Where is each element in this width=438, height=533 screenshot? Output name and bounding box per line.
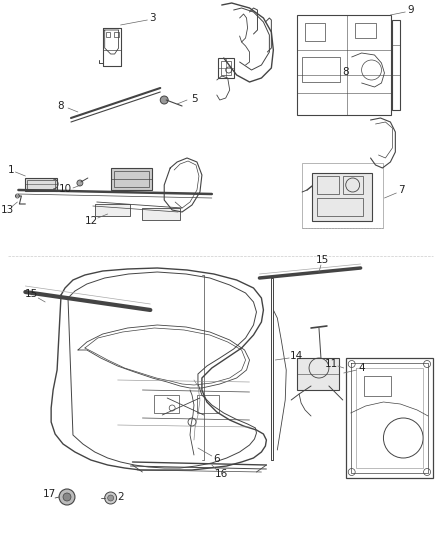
Text: 2: 2: [117, 492, 124, 502]
Bar: [221, 61, 231, 75]
Bar: [218, 58, 233, 78]
Circle shape: [160, 96, 168, 104]
Text: 8: 8: [58, 101, 64, 111]
Bar: [305, 23, 325, 41]
Text: 12: 12: [85, 216, 99, 226]
Circle shape: [77, 180, 83, 186]
Circle shape: [108, 495, 113, 501]
Text: 11: 11: [325, 359, 339, 369]
Circle shape: [105, 492, 117, 504]
Bar: [346, 358, 433, 478]
Circle shape: [63, 493, 71, 501]
Circle shape: [59, 489, 75, 505]
Text: 3: 3: [149, 13, 155, 23]
Text: 16: 16: [215, 469, 228, 479]
Bar: [392, 20, 400, 110]
Text: 17: 17: [42, 489, 56, 499]
Text: 15: 15: [25, 289, 38, 299]
Bar: [25, 178, 57, 191]
Text: 5: 5: [192, 94, 198, 104]
Bar: [364, 376, 392, 396]
Text: 15: 15: [316, 255, 329, 265]
Bar: [111, 168, 152, 190]
Bar: [95, 204, 130, 216]
Bar: [302, 57, 340, 82]
Bar: [297, 15, 392, 115]
Bar: [312, 173, 371, 221]
Bar: [302, 163, 383, 228]
Bar: [355, 23, 377, 38]
Text: 9: 9: [407, 5, 413, 15]
Bar: [317, 198, 363, 216]
Bar: [343, 176, 363, 194]
Text: 10: 10: [58, 184, 71, 194]
Text: 4: 4: [358, 363, 365, 373]
Bar: [113, 32, 119, 37]
Bar: [197, 395, 219, 413]
Bar: [142, 208, 180, 220]
Bar: [317, 176, 339, 194]
Bar: [297, 358, 339, 390]
Text: 6: 6: [213, 454, 220, 464]
Text: 1: 1: [8, 165, 15, 175]
Bar: [106, 32, 110, 37]
Bar: [154, 395, 179, 413]
Bar: [113, 171, 149, 187]
Text: 8: 8: [343, 67, 349, 77]
Text: 13: 13: [1, 205, 14, 215]
Text: 14: 14: [290, 351, 303, 361]
Bar: [27, 180, 55, 189]
Text: 7: 7: [398, 185, 405, 195]
